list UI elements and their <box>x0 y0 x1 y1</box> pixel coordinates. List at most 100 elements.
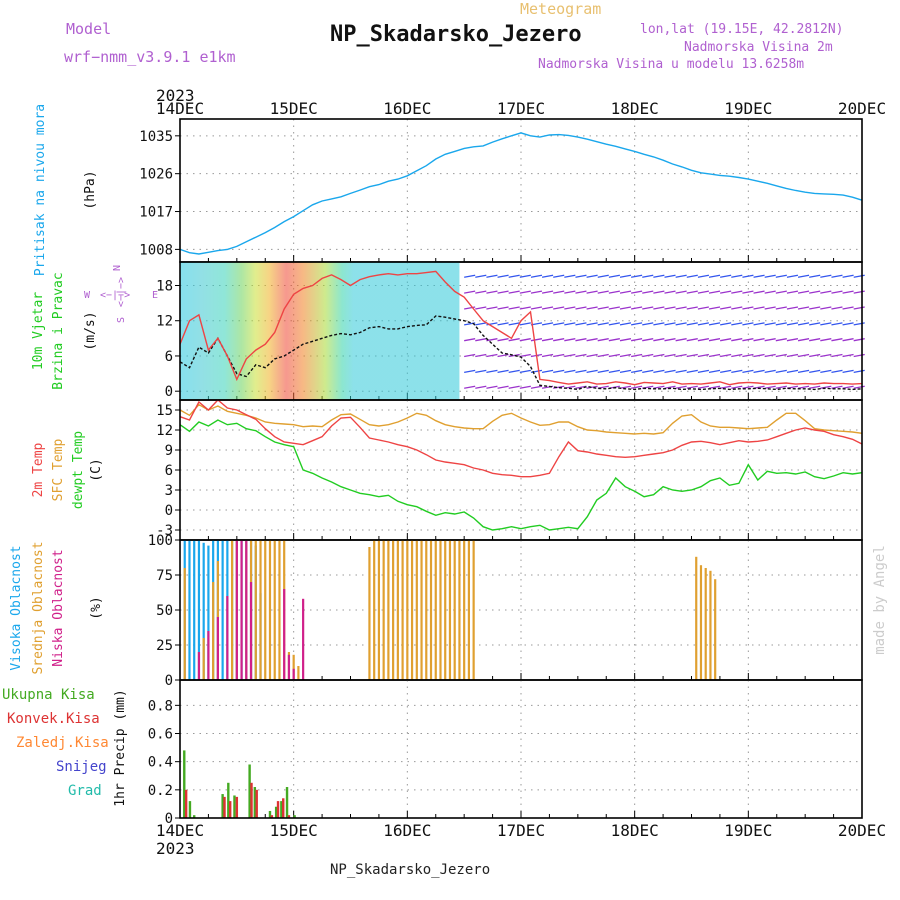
wind-arrow <box>486 369 498 374</box>
wind-arrow <box>497 353 509 358</box>
total_precip-bar <box>188 801 192 818</box>
wind-arrow <box>786 274 799 278</box>
wind-arrow <box>464 306 476 310</box>
wind-arrow <box>608 322 620 326</box>
wind-arrow <box>764 290 776 294</box>
mid_cloud-bar <box>368 547 371 680</box>
x-tick-label-bottom: 16DEC <box>383 821 431 840</box>
wind-arrow <box>775 338 787 342</box>
wind-arrow <box>697 369 710 374</box>
conv_precip-bar <box>287 815 291 818</box>
wind-arrow <box>642 353 654 358</box>
wind-arrow <box>564 306 576 310</box>
mid_cloud-bar <box>425 540 428 680</box>
wind-arrow <box>731 369 743 374</box>
total_precip-bar <box>268 810 272 818</box>
total_precip-bar <box>253 787 257 818</box>
wind-arrow <box>653 322 665 326</box>
total_precip-bar <box>193 815 196 818</box>
wind-arrow <box>775 385 787 389</box>
wind-arrow <box>820 274 832 278</box>
wind-arrow <box>697 322 710 326</box>
conv_precip-bar <box>270 815 274 818</box>
low_cloud-bar <box>240 540 243 680</box>
low_cloud-bar <box>197 652 201 680</box>
wind-arrow <box>853 290 865 294</box>
wind-arrow <box>586 274 598 278</box>
wind-arrow <box>809 322 821 326</box>
wind-arrow <box>553 338 565 342</box>
wind-arrow <box>564 322 576 326</box>
y-tick-label: 9 <box>165 443 173 459</box>
wind-arrow <box>664 322 676 326</box>
mid_cloud-bar <box>699 565 703 680</box>
wind-arrow <box>742 385 754 389</box>
wind-arrow <box>775 274 787 278</box>
wind-arrow <box>720 385 732 389</box>
mid_cloud-bar <box>259 540 262 680</box>
mid_cloud-bar <box>714 579 717 680</box>
wind-arrow <box>486 385 498 389</box>
wind-arrow <box>731 290 743 294</box>
wind-arrow <box>508 369 520 374</box>
wind-arrow <box>630 385 643 389</box>
wind-arrow <box>541 338 554 342</box>
mid_cloud-bar <box>463 540 466 680</box>
wind-arrow <box>597 353 609 358</box>
wind-arrow <box>797 369 810 374</box>
total_precip-bar <box>248 764 251 818</box>
mid_cloud-bar <box>377 540 381 680</box>
conv_precip-bar <box>255 789 258 818</box>
model-elevation-label: Nadmorska Visina u modelu 13.6258m <box>538 57 805 72</box>
dewpoint-line <box>179 419 863 531</box>
wind-arrow <box>475 385 487 389</box>
wind-arrow <box>653 353 665 358</box>
mid_cloud-bar <box>392 540 395 680</box>
y-tick-label: 0.8 <box>148 698 173 714</box>
low_cloud-bar <box>287 654 291 680</box>
wind-arrow <box>519 353 531 358</box>
mid_cloud-bar <box>410 540 414 680</box>
wind-arrow <box>575 274 587 278</box>
wind-arrow <box>775 369 787 374</box>
wind-arrow <box>608 290 620 294</box>
wind-arrow <box>630 274 643 278</box>
wind-arrow <box>497 306 509 310</box>
x-axis-year-top: 2023 <box>156 86 195 105</box>
watermark: made by Angel <box>872 545 888 655</box>
total_precip-bar <box>183 750 186 818</box>
low_cloud-bar <box>292 668 295 680</box>
mid_cloud-bar <box>448 540 452 680</box>
conv_precip-bar <box>276 801 280 818</box>
wind-arrow <box>619 353 632 358</box>
wind-arrow <box>619 306 632 310</box>
wind-arrow <box>686 369 698 374</box>
wind-arrow <box>541 274 554 278</box>
wind-arrow <box>742 338 754 342</box>
wind-arrow <box>686 306 698 310</box>
wind-arrow <box>508 353 520 358</box>
total_precip-bar <box>274 806 278 818</box>
high-cloud-axis-title: Visoka Oblacnost <box>9 545 24 670</box>
wind-arrow <box>519 322 531 326</box>
wind-arrow <box>720 274 732 278</box>
mid_cloud-bar <box>264 540 267 680</box>
wind_speed_black-line <box>179 315 863 391</box>
wind-arrow <box>853 274 865 278</box>
wind-arrow <box>753 353 765 358</box>
wind-arrow <box>519 274 531 278</box>
wind-arrow <box>664 306 676 310</box>
mid_cloud-bar <box>472 540 475 680</box>
wind-arrow <box>708 322 721 326</box>
wind-arrow <box>597 290 609 294</box>
wind-arrow <box>809 274 821 278</box>
wind-arrow <box>519 290 531 294</box>
precip-legend-item: Snijeg <box>56 759 107 775</box>
wind-arrow <box>753 274 765 278</box>
wind-arrow <box>775 353 787 358</box>
wind-arrow <box>630 322 643 326</box>
total_precip-bar <box>293 815 296 818</box>
wind-arrow <box>497 369 509 374</box>
wind-arrow <box>541 306 554 310</box>
wind-arrow <box>464 290 476 294</box>
